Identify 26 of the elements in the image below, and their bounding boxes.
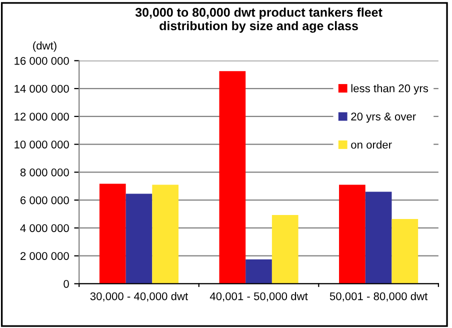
bar bbox=[339, 184, 366, 284]
x-tick-label: 40,001 - 50,000 dwt bbox=[210, 292, 308, 302]
y-tick-label: 6 000 000 bbox=[20, 196, 69, 204]
y-tick-label: 12 000 000 bbox=[14, 112, 69, 121]
bar bbox=[246, 259, 272, 284]
y-tick-label: 8 000 000 bbox=[20, 168, 69, 176]
bar bbox=[152, 184, 179, 284]
chart-title: 30,000 to 80,000 dwt product tankers fleet distribution by size and age class bbox=[135, 8, 382, 33]
bar bbox=[126, 194, 152, 284]
bar bbox=[99, 184, 126, 284]
bar bbox=[272, 214, 298, 284]
legend-label: on order bbox=[351, 140, 392, 149]
x-tick-label: 50,001 - 80,000 dwt bbox=[330, 292, 428, 302]
legend-label: less than 20 yrs bbox=[351, 84, 428, 94]
y-tick-label: 0 bbox=[64, 280, 69, 288]
y-tick-label: 2 000 000 bbox=[20, 252, 69, 260]
x-tick-label: 30,000 - 40,000 dwt bbox=[90, 292, 188, 302]
y-tick-label: 14 000 000 bbox=[14, 84, 69, 93]
y-tick-label: 10 000 000 bbox=[14, 140, 69, 148]
y-tick-label: 4 000 000 bbox=[20, 224, 69, 232]
y-tick-label: 16 000 000 bbox=[14, 56, 69, 65]
bar bbox=[219, 71, 246, 284]
bar bbox=[392, 219, 418, 284]
y-axis-title: (dwt) bbox=[33, 41, 56, 52]
bar bbox=[365, 192, 392, 284]
legend-label: 20 yrs & over bbox=[351, 112, 416, 123]
